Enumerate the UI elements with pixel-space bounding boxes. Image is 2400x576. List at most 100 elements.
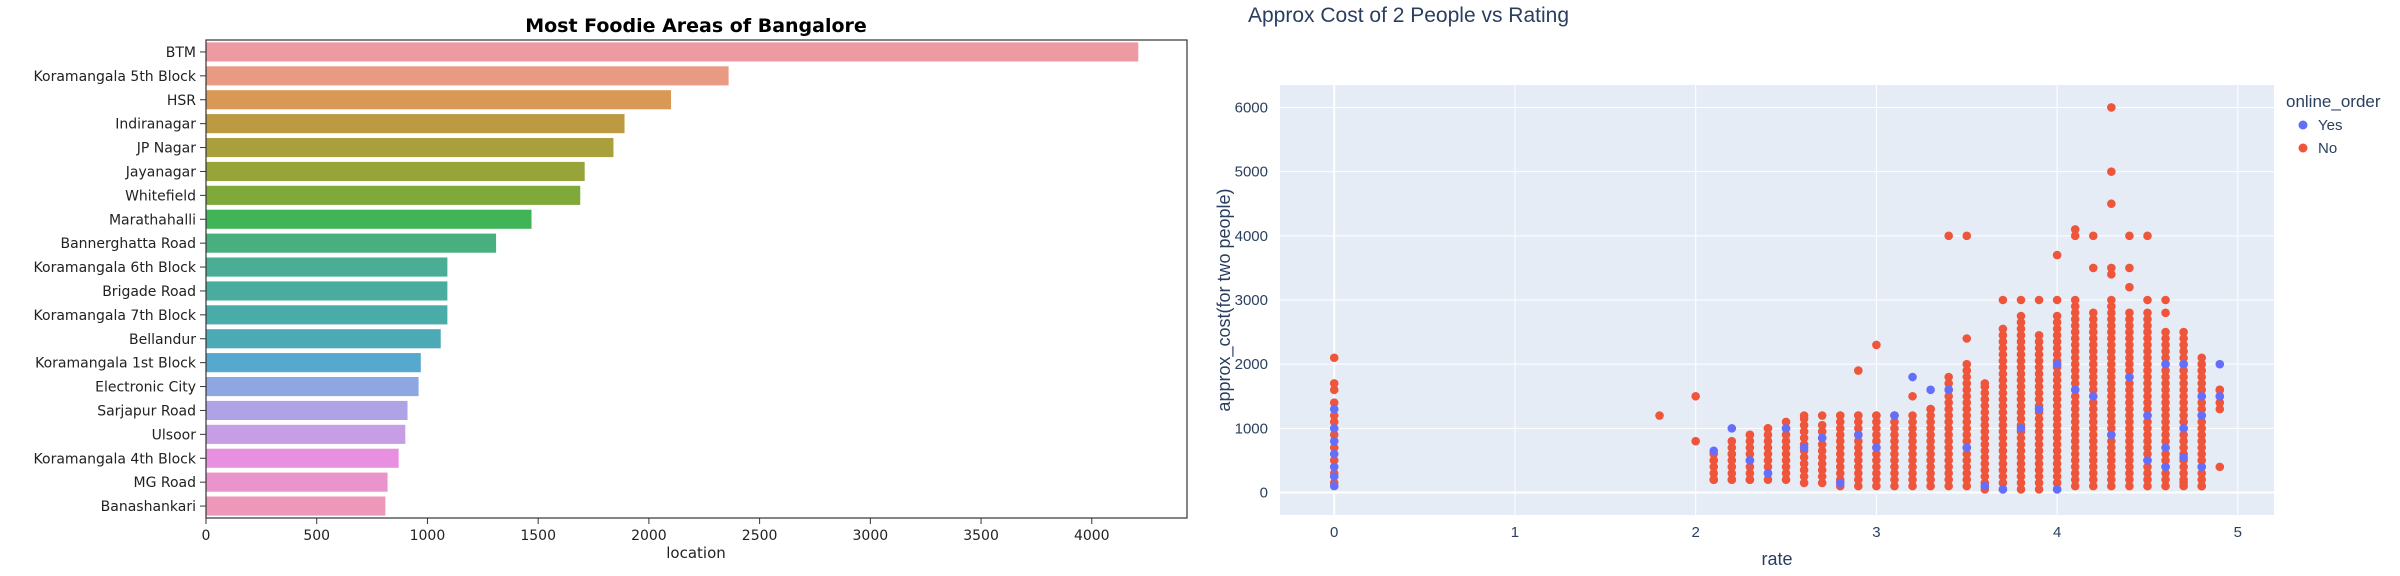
scatter-point-no	[2070, 353, 2080, 363]
bar-x-tick-label: 1500	[520, 528, 556, 544]
scatter-point-no	[2052, 295, 2062, 305]
scatter-point-yes	[2107, 430, 2116, 440]
scatter-point-no	[2197, 379, 2207, 388]
scatter-point-no	[2161, 334, 2170, 343]
scatter-point-no	[1727, 456, 1737, 465]
scatter-point-no	[2107, 167, 2116, 176]
scatter-point-no	[1854, 481, 1863, 491]
scatter-point-no	[1962, 391, 1972, 401]
scatter-point-no	[2016, 324, 2026, 334]
scatter-point-no	[2179, 443, 2188, 452]
scatter-point-no	[2070, 391, 2080, 401]
scatter-point-no	[2107, 411, 2116, 420]
scatter-point-no	[1944, 404, 1953, 414]
scatter-point-no	[1727, 468, 1737, 478]
scatter-y-tick-label: 6000	[1235, 99, 1268, 116]
legend-label-no[interactable]: No	[2318, 140, 2337, 157]
scatter-point-no	[1944, 462, 1953, 472]
scatter-point-no	[2161, 430, 2170, 440]
scatter-point-no	[2107, 475, 2116, 485]
scatter-point-no	[1998, 369, 2008, 379]
scatter-point-no	[1890, 456, 1899, 465]
bar-category-label: Brigade Road	[102, 284, 196, 300]
scatter-point-no	[1998, 420, 2008, 430]
scatter-point-no	[1998, 388, 2008, 398]
legend-marker-yes[interactable]	[2298, 120, 2308, 130]
scatter-point-no	[1944, 379, 1953, 388]
legend-label-yes[interactable]: Yes	[2318, 117, 2342, 134]
scatter-point-no	[2179, 391, 2188, 401]
scatter-point-no	[1817, 465, 1827, 475]
scatter-point-no	[2034, 440, 2044, 449]
scatter-point-no	[1854, 468, 1863, 478]
scatter-point-yes	[2179, 424, 2188, 433]
bar	[206, 424, 406, 444]
scatter-y-tick-label: 4000	[1235, 228, 1268, 245]
scatter-point-no	[1944, 411, 1953, 420]
scatter-point-no	[2125, 359, 2134, 369]
scatter-point-no	[1926, 436, 1935, 446]
bar-x-tick-label: 0	[202, 528, 211, 544]
scatter-point-no	[1890, 475, 1899, 485]
scatter-point-no	[1944, 443, 1953, 452]
scatter-point-no	[2143, 340, 2152, 350]
scatter-point-no	[1944, 468, 1953, 478]
scatter-point-no	[1854, 366, 1863, 375]
bar-category-label: Sarjapur Road	[97, 403, 196, 419]
bar	[206, 209, 532, 229]
bar-chart-panel: Most Foodie Areas of Bangalore BTM Korama…	[34, 15, 1188, 562]
scatter-point-no	[1727, 449, 1737, 459]
scatter-point-no	[1926, 456, 1935, 465]
bar-category-label: Marathahalli	[109, 212, 196, 228]
scatter-point-no	[1962, 379, 1972, 388]
scatter-point-no	[1835, 417, 1845, 427]
scatter-point-no	[2161, 411, 2170, 420]
scatter-point-no	[1817, 472, 1827, 481]
scatter-point-no	[1745, 443, 1755, 452]
scatter-point-no	[1998, 343, 2008, 353]
scatter-point-no	[1745, 468, 1755, 478]
scatter-point-no	[2034, 420, 2044, 430]
scatter-point-no	[2088, 308, 2098, 318]
scatter-point-yes	[1799, 443, 1809, 452]
scatter-point-no	[1745, 449, 1755, 459]
scatter-point-no	[1854, 443, 1863, 452]
bar-x-tick-label: 3000	[853, 528, 889, 544]
scatter-point-no	[2034, 427, 2044, 436]
scatter-point-no	[1854, 475, 1863, 485]
scatter-point-no	[1799, 459, 1809, 468]
scatter-point-no	[1781, 443, 1791, 452]
scatter-point-no	[1854, 456, 1863, 465]
scatter-point-no	[1980, 433, 1990, 443]
scatter-point-no	[2052, 388, 2062, 398]
scatter-point-no	[1763, 430, 1773, 440]
scatter-point-no	[2107, 302, 2116, 311]
scatter-point-no	[2179, 398, 2188, 407]
scatter-point-no	[2161, 372, 2170, 382]
scatter-point-no	[2070, 436, 2080, 446]
scatter-point-no	[1890, 481, 1899, 491]
scatter-point-no	[1962, 398, 1972, 407]
scatter-point-yes	[1329, 481, 1339, 491]
scatter-point-no	[1329, 456, 1339, 465]
scatter-point-no	[2143, 385, 2152, 395]
scatter-point-no	[1908, 391, 1917, 401]
scatter-point-yes	[1763, 468, 1773, 478]
scatter-point-no	[2034, 388, 2044, 398]
scatter-point-no	[1835, 411, 1845, 420]
scatter-point-no	[2107, 103, 2116, 112]
scatter-point-no	[1817, 427, 1827, 436]
scatter-point-no	[2088, 231, 2098, 241]
scatter-point-no	[1926, 475, 1935, 485]
scatter-point-no	[2125, 314, 2134, 324]
scatter-point-no	[1799, 411, 1809, 420]
legend-marker-no[interactable]	[2298, 143, 2308, 153]
scatter-point-yes	[2215, 359, 2225, 369]
scatter-point-no	[1781, 436, 1791, 446]
bar	[206, 353, 421, 373]
scatter-legend[interactable]: online_order Yes No	[2286, 92, 2381, 157]
scatter-point-no	[1763, 424, 1773, 433]
bar	[206, 257, 448, 277]
scatter-point-no	[1962, 475, 1972, 485]
scatter-point-no	[2070, 225, 2080, 234]
